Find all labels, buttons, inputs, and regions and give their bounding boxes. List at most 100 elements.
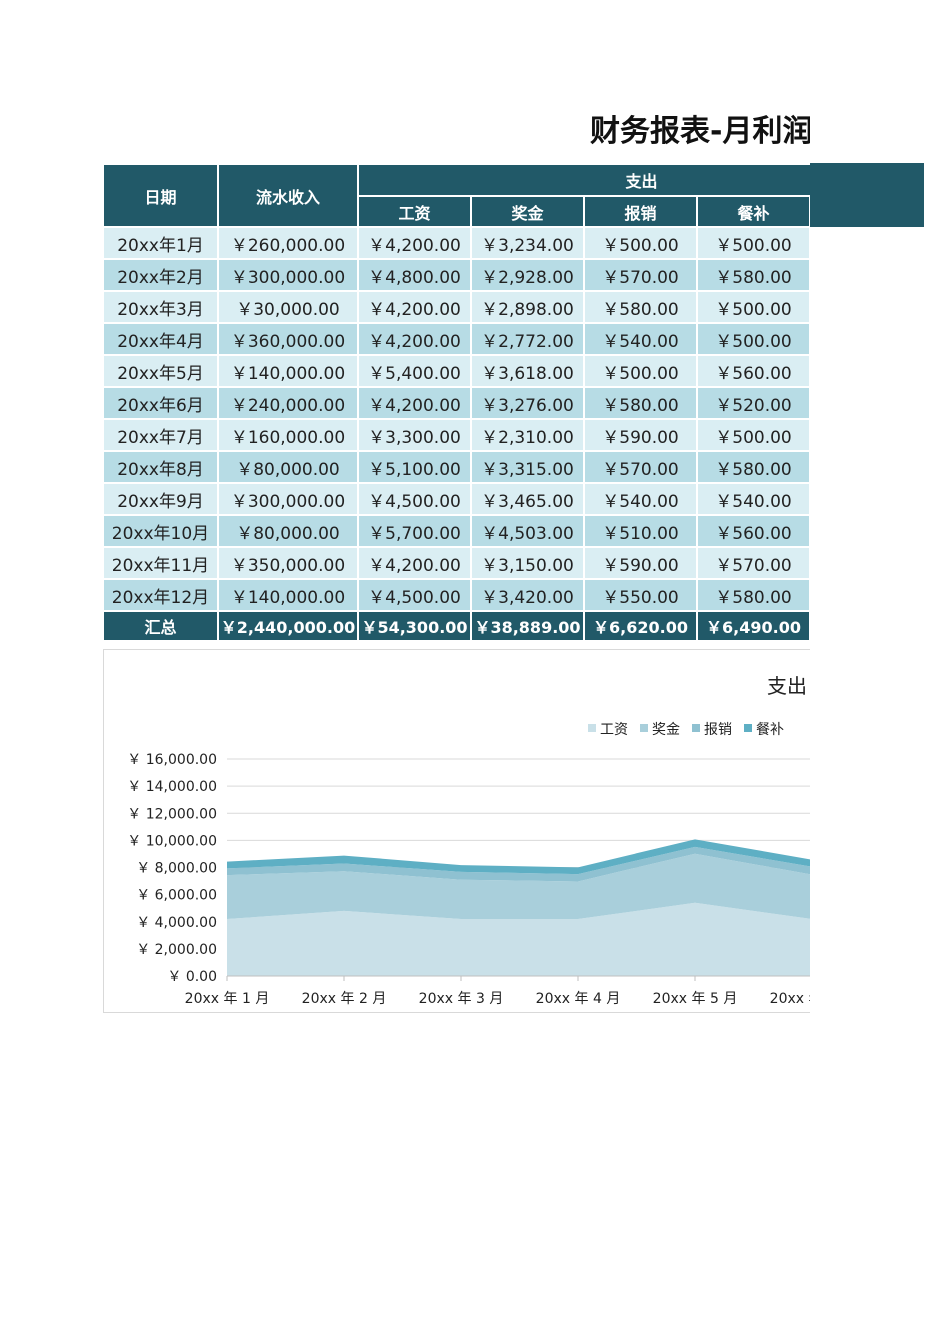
table-cell: 20xx年12月 bbox=[104, 580, 217, 610]
table-cell: ￥5,400.00 bbox=[359, 356, 470, 386]
legend-label: 餐补 bbox=[756, 722, 784, 738]
table-cell: ￥5,700.00 bbox=[359, 516, 470, 546]
legend-swatch bbox=[588, 724, 596, 732]
table-cell: ￥500.00 bbox=[585, 356, 696, 386]
table-cell: ￥590.00 bbox=[585, 420, 696, 450]
y-tick-label: ￥ 10,000.00 bbox=[127, 833, 217, 849]
table-cell: 20xx年7月 bbox=[104, 420, 217, 450]
table-cell: 20xx年4月 bbox=[104, 324, 217, 354]
table-cell: ￥4,500.00 bbox=[359, 484, 470, 514]
table-cell: ￥540.00 bbox=[585, 324, 696, 354]
y-tick-label: ￥ 8,000.00 bbox=[136, 861, 217, 877]
total-cell: ￥6,620.00 bbox=[585, 612, 696, 640]
table-cell: ￥2,928.00 bbox=[472, 260, 583, 290]
table-cell: ￥3,618.00 bbox=[472, 356, 583, 386]
column-header: 餐补 bbox=[698, 197, 809, 226]
table-cell: ￥2,772.00 bbox=[472, 324, 583, 354]
total-cell: ￥6,490.00 bbox=[698, 612, 809, 640]
table-cell: 20xx年3月 bbox=[104, 292, 217, 322]
table-cell: ￥3,465.00 bbox=[472, 484, 583, 514]
table-cell: 20xx年2月 bbox=[104, 260, 217, 290]
chart-title: 支出 bbox=[767, 674, 807, 698]
table-cell: 20xx年10月 bbox=[104, 516, 217, 546]
table-cell: ￥2,898.00 bbox=[472, 292, 583, 322]
area bbox=[227, 902, 810, 976]
table-cell: ￥570.00 bbox=[585, 452, 696, 482]
table-cell: ￥140,000.00 bbox=[219, 356, 357, 386]
area bbox=[227, 853, 810, 920]
y-tick-label: ￥ 12,000.00 bbox=[127, 806, 217, 822]
table-cell: ￥500.00 bbox=[698, 228, 809, 258]
table-cell: ￥540.00 bbox=[585, 484, 696, 514]
table-cell: ￥500.00 bbox=[698, 420, 809, 450]
table-cell: ￥160,000.00 bbox=[219, 420, 357, 450]
table-cell: ￥2,310.00 bbox=[472, 420, 583, 450]
table-cell: ￥580.00 bbox=[585, 388, 696, 418]
x-tick-label: 20xx 年 1 月 bbox=[185, 991, 270, 1007]
table-cell: ￥510.00 bbox=[585, 516, 696, 546]
table-cell: ￥500.00 bbox=[698, 292, 809, 322]
area bbox=[227, 846, 810, 882]
table-cell: ￥3,150.00 bbox=[472, 548, 583, 578]
total-cell: ￥54,300.00 bbox=[359, 612, 470, 640]
table-cell: ￥570.00 bbox=[585, 260, 696, 290]
table-cell: ￥4,200.00 bbox=[359, 228, 470, 258]
table-cell: ￥140,000.00 bbox=[219, 580, 357, 610]
table-cell: ￥580.00 bbox=[585, 292, 696, 322]
table-cell: 20xx年9月 bbox=[104, 484, 217, 514]
legend-swatch bbox=[744, 724, 752, 732]
y-tick-label: ￥ 0.00 bbox=[167, 969, 217, 985]
table-cell: ￥500.00 bbox=[585, 228, 696, 258]
table-cell: ￥3,276.00 bbox=[472, 388, 583, 418]
x-tick-label: 20xx 年 5 月 bbox=[653, 991, 738, 1007]
table-cell: ￥80,000.00 bbox=[219, 516, 357, 546]
table-cell: ￥350,000.00 bbox=[219, 548, 357, 578]
table-cell: ￥300,000.00 bbox=[219, 260, 357, 290]
y-tick-label: ￥ 4,000.00 bbox=[136, 915, 217, 931]
column-header: 日期 bbox=[104, 165, 217, 226]
column-header: 工资 bbox=[359, 197, 470, 226]
table-cell: ￥3,300.00 bbox=[359, 420, 470, 450]
table-cell: ￥300,000.00 bbox=[219, 484, 357, 514]
table-cell: ￥4,800.00 bbox=[359, 260, 470, 290]
y-tick-label: ￥ 2,000.00 bbox=[136, 942, 217, 958]
x-tick-label: 20xx 年 2 月 bbox=[302, 991, 387, 1007]
x-tick-label: 20xx 年 6 月 bbox=[770, 991, 810, 1007]
column-header: 奖金 bbox=[472, 197, 583, 226]
column-header: 流水收入 bbox=[219, 165, 357, 226]
legend-label: 报销 bbox=[704, 722, 732, 738]
column-header: 报销 bbox=[585, 197, 696, 226]
table-cell: ￥580.00 bbox=[698, 260, 809, 290]
y-tick-label: ￥ 6,000.00 bbox=[136, 888, 217, 904]
x-tick-label: 20xx 年 4 月 bbox=[536, 991, 621, 1007]
table-cell: ￥4,200.00 bbox=[359, 548, 470, 578]
sheet: 财务报表-月利润 支出 工资 奖金 报销 餐补 ￥ 0.00 ￥ 2,000.00 ￥ 4,0… bbox=[103, 114, 810, 1013]
table-cell: ￥4,500.00 bbox=[359, 580, 470, 610]
y-tick-label: ￥ 16,000.00 bbox=[127, 752, 217, 768]
table-cell: ￥3,315.00 bbox=[472, 452, 583, 482]
chart-frame bbox=[103, 649, 810, 1013]
legend-swatch bbox=[640, 724, 648, 732]
table-cell: ￥560.00 bbox=[698, 356, 809, 386]
table-cell: 20xx年1月 bbox=[104, 228, 217, 258]
table-cell: ￥590.00 bbox=[585, 548, 696, 578]
area bbox=[227, 839, 810, 875]
table-cell: ￥4,200.00 bbox=[359, 292, 470, 322]
table-cell: ￥580.00 bbox=[698, 580, 809, 610]
group-header: 支出 bbox=[359, 165, 810, 195]
table-cell: 20xx年8月 bbox=[104, 452, 217, 482]
total-cell: ￥38,889.00 bbox=[472, 612, 583, 640]
table-cell: 20xx年5月 bbox=[104, 356, 217, 386]
table-cell: ￥80,000.00 bbox=[219, 452, 357, 482]
table-cell: ￥30,000.00 bbox=[219, 292, 357, 322]
table-cell: ￥550.00 bbox=[585, 580, 696, 610]
table-cell: ￥360,000.00 bbox=[219, 324, 357, 354]
table-cell: ￥560.00 bbox=[698, 516, 809, 546]
table-cell: ￥4,503.00 bbox=[472, 516, 583, 546]
table-cell: ￥570.00 bbox=[698, 548, 809, 578]
table-cell: 20xx年11月 bbox=[104, 548, 217, 578]
table-cell: ￥4,200.00 bbox=[359, 388, 470, 418]
table-cell: ￥4,200.00 bbox=[359, 324, 470, 354]
